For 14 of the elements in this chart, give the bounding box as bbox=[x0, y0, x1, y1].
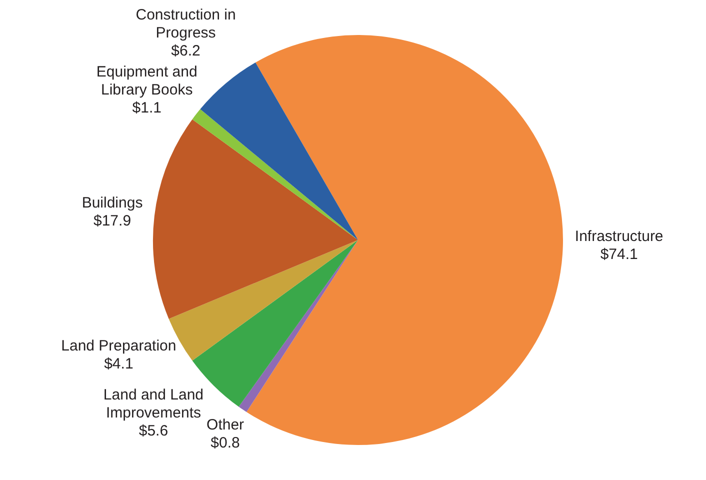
slice-label: Other bbox=[206, 416, 244, 434]
data-label: $17.9 bbox=[93, 212, 132, 230]
slice-label: Buildings bbox=[82, 194, 143, 212]
data-label: $4.1 bbox=[104, 355, 134, 372]
data-label: $1.1 bbox=[132, 99, 162, 116]
slice-label: Infrastructure bbox=[574, 228, 664, 246]
slice-label: Equipment and Library Books bbox=[96, 63, 198, 98]
data-label: $74.1 bbox=[600, 246, 638, 264]
data-label: $5.6 bbox=[138, 422, 168, 440]
data-label: $0.8 bbox=[210, 434, 240, 452]
slice-label: Land and Land Improvements bbox=[103, 386, 204, 422]
slice-label: Land Preparation bbox=[61, 337, 176, 354]
slice-label: Construction in Progress bbox=[136, 6, 236, 42]
data-label: $6.2 bbox=[171, 42, 200, 60]
